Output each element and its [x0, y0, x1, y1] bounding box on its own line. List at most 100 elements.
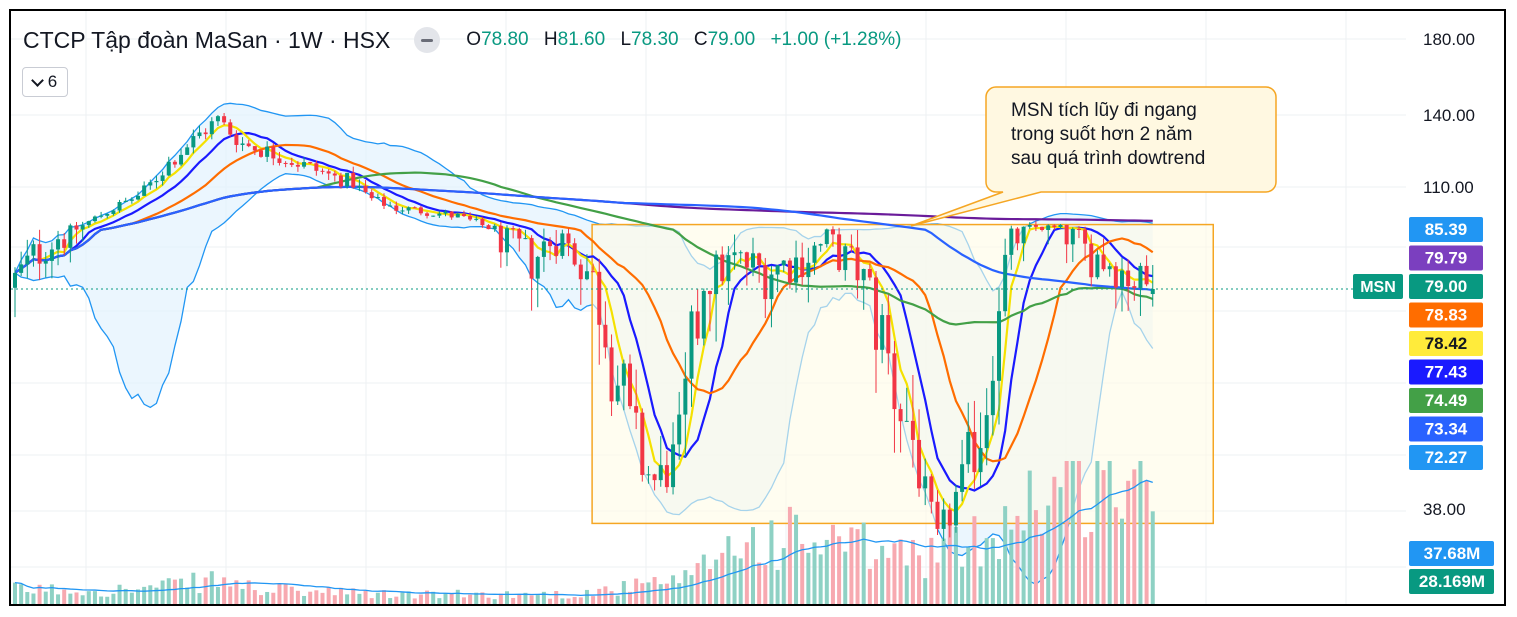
- candle-body: [892, 353, 897, 410]
- candle-body: [953, 491, 958, 526]
- candle-body: [1015, 228, 1020, 244]
- candle-body: [757, 253, 762, 266]
- volume-bar: [215, 587, 220, 604]
- volume-bar: [658, 584, 663, 604]
- volume-bar: [578, 597, 583, 604]
- volume-bar: [892, 543, 897, 604]
- candle-body: [283, 162, 288, 164]
- candle-body: [295, 164, 300, 167]
- candle-body: [160, 175, 165, 181]
- candle-body: [1046, 225, 1051, 230]
- candle-body: [1027, 225, 1032, 227]
- candle-body: [117, 202, 122, 211]
- candle-body: [1132, 286, 1137, 288]
- candle-body: [548, 241, 553, 247]
- price-label-bg: [1409, 359, 1483, 385]
- volume-bar: [671, 575, 676, 604]
- candle-body: [308, 162, 313, 164]
- candle-body: [990, 380, 995, 416]
- volume-bar: [345, 594, 350, 604]
- annotation-text: sau quá trình dowtrend: [1011, 148, 1205, 169]
- volume-bar: [1101, 470, 1106, 604]
- candle-body: [480, 218, 485, 226]
- candle-body: [246, 143, 251, 147]
- high-label: H: [543, 29, 558, 50]
- volume-bar: [1144, 480, 1149, 604]
- candle-body: [609, 347, 614, 402]
- volume-bar: [953, 526, 958, 604]
- candle-body: [554, 246, 559, 256]
- price-label: 78.83: [1425, 306, 1468, 325]
- candle-body: [867, 269, 872, 278]
- volume-bar: [320, 592, 325, 604]
- candle-body: [92, 216, 97, 222]
- candle-body: [123, 200, 128, 203]
- candle-body: [1113, 266, 1118, 288]
- candle-body: [1064, 224, 1069, 245]
- candle-body: [830, 229, 835, 235]
- volume-bar: [523, 592, 528, 604]
- candle-body: [1120, 270, 1124, 288]
- low-value: 78.30: [631, 29, 679, 50]
- volume-bar: [246, 580, 251, 604]
- candle-body: [572, 243, 577, 265]
- price-label: 79.79: [1425, 249, 1468, 268]
- volume-bar: [37, 584, 42, 604]
- volume-bar: [794, 514, 799, 604]
- volume-bar: [744, 542, 749, 604]
- volume-bar: [849, 527, 854, 604]
- candle-body: [1107, 266, 1112, 270]
- low-label: L: [620, 29, 632, 50]
- candle-body: [874, 277, 878, 350]
- high-value: 81.60: [557, 29, 606, 50]
- indicators-toggle-button[interactable]: 6: [22, 67, 68, 97]
- volume-bar: [818, 554, 823, 604]
- hide-indicator-icon[interactable]: [414, 27, 441, 53]
- volume-bar: [179, 578, 184, 604]
- candle-body: [695, 311, 700, 339]
- candle-body: [1033, 225, 1038, 227]
- volume-bar: [584, 589, 589, 604]
- candle-body: [314, 163, 319, 171]
- volume-bar: [31, 593, 36, 604]
- volume-bar: [240, 588, 245, 604]
- candle-body: [794, 257, 799, 283]
- y-axis-label: 180.00: [1423, 30, 1475, 49]
- candle-body: [56, 239, 61, 250]
- candle-body: [1076, 228, 1081, 230]
- candle-body: [1083, 229, 1088, 244]
- volume-bar: [960, 566, 965, 604]
- candle-body: [997, 311, 1001, 381]
- price-label-bg: [1409, 331, 1483, 356]
- volume-bar: [929, 537, 934, 604]
- candle-body: [1101, 254, 1106, 270]
- candle-body: [529, 238, 534, 279]
- volume-bar: [1021, 530, 1026, 604]
- volume-bar: [351, 588, 356, 604]
- volume-bar: [517, 594, 522, 604]
- volume-bar: [142, 586, 147, 604]
- volume-bar: [480, 592, 485, 604]
- candle-body: [271, 146, 276, 159]
- candle-body: [154, 180, 159, 183]
- candle-body: [289, 163, 294, 165]
- candle-body: [240, 143, 245, 145]
- candle-body: [917, 439, 922, 489]
- volume-bar: [947, 524, 952, 604]
- volume-bar: [1120, 518, 1124, 604]
- candle-body: [843, 246, 848, 271]
- volume-bar: [99, 596, 104, 604]
- volume-bar: [375, 592, 380, 604]
- volume-bar: [880, 545, 885, 604]
- volume-label-bg: [1409, 569, 1494, 594]
- symbol-title[interactable]: CTCP Tập đoàn MaSan · 1W · HSX: [23, 26, 391, 53]
- volume-bar: [529, 595, 534, 604]
- candle-body: [560, 233, 565, 256]
- candle-body: [449, 211, 454, 218]
- candle-body: [603, 324, 608, 348]
- price-chart[interactable]: MSN tích lũy đi ngang trong suốt hơn 2 nă…: [11, 11, 1504, 604]
- volume-bar: [283, 584, 288, 604]
- volume-bar: [535, 595, 540, 604]
- volume-bar: [252, 590, 257, 604]
- volume-bar: [1132, 469, 1137, 604]
